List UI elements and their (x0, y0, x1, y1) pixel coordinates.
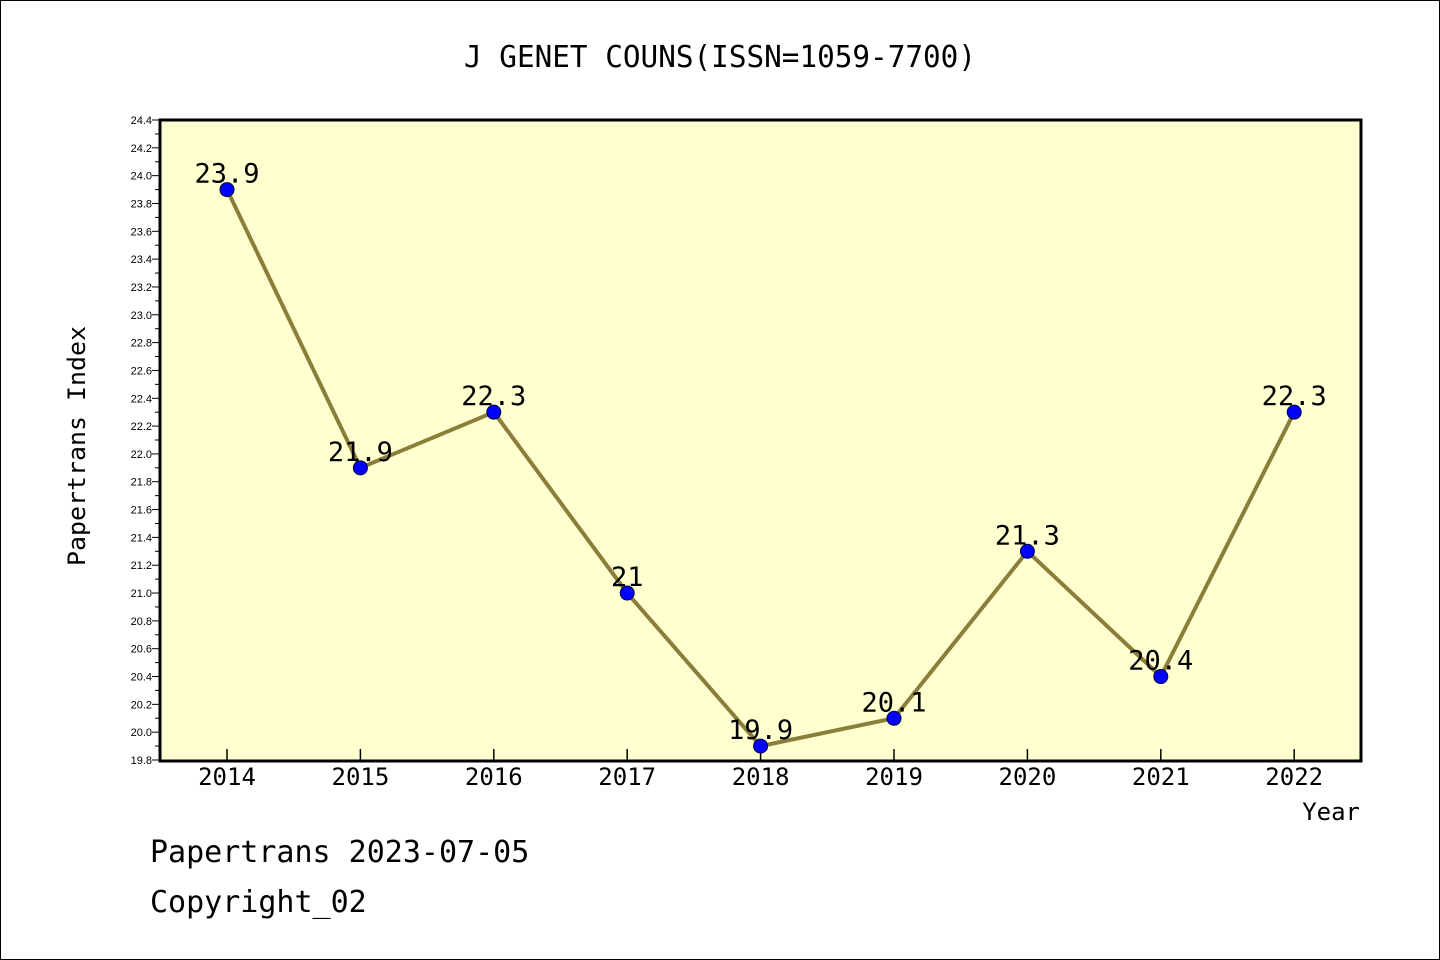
y-axis-label: Papertrans Index (63, 326, 91, 566)
y-tick-label: 23.4 (131, 254, 152, 266)
data-label: 21.3 (995, 520, 1060, 551)
data-label: 19.9 (728, 715, 793, 746)
data-label: 20.4 (1128, 646, 1193, 677)
y-tick-label: 23.0 (131, 310, 152, 322)
data-label: 21.9 (328, 437, 393, 468)
data-point (352, 460, 368, 476)
data-point (486, 404, 502, 420)
x-tick-label: 2014 (198, 763, 256, 791)
data-label: 22.3 (461, 381, 526, 412)
y-tick-label: 22.8 (131, 338, 152, 350)
data-label: 20.1 (861, 687, 926, 718)
data-point (1019, 543, 1035, 559)
x-tick-label: 2018 (732, 763, 790, 791)
y-tick-label: 20.6 (131, 644, 152, 656)
y-tick-label: 21.0 (131, 588, 152, 600)
x-axis: 2014 2015 2016 2017 2018 2019 2020 2021 2022 (198, 749, 1323, 791)
y-tick-label: 24.0 (131, 171, 152, 183)
y-tick-label: 24.2 (131, 143, 152, 155)
y-tick-label: 23.6 (131, 226, 152, 238)
footer-copyright: Copyright_02 (150, 885, 367, 920)
x-tick-label: 2019 (865, 763, 923, 791)
data-series: 23.9 21.9 22.3 21 19.9 20.1 21.3 20.4 22.3 (194, 159, 1327, 754)
y-axis: 19.8 20.0 20.2 20.4 20.6 20.8 21.0 21.2 21.4 21.6… (131, 115, 160, 767)
y-tick-label: 20.8 (131, 616, 152, 628)
y-tick-label: 22.4 (131, 393, 152, 405)
y-tick-label: 20.4 (131, 672, 152, 684)
footer-date: Papertrans 2023-07-05 (150, 835, 530, 870)
x-tick-label: 2020 (999, 763, 1057, 791)
y-tick-label: 20.2 (131, 699, 152, 711)
data-point (886, 710, 902, 726)
y-tick-label: 23.2 (131, 282, 152, 294)
data-point (1153, 669, 1169, 685)
x-tick-label: 2017 (598, 763, 656, 791)
y-tick-label: 24.4 (131, 115, 152, 127)
data-point (219, 182, 235, 198)
y-tick-label: 21.4 (131, 532, 152, 544)
data-point (619, 585, 635, 601)
y-tick-label: 20.0 (131, 727, 152, 739)
chart-title: J GENET COUNS(ISSN=1059-7700) (464, 40, 976, 75)
data-label: 22.3 (1262, 381, 1327, 412)
data-label: 21 (611, 562, 644, 593)
y-tick-label: 22.0 (131, 449, 152, 461)
data-point (1286, 404, 1302, 420)
y-tick-label: 21.8 (131, 477, 152, 489)
data-point (753, 738, 769, 754)
y-tick-label: 22.6 (131, 365, 152, 377)
x-tick-label: 2022 (1265, 763, 1323, 791)
x-tick-label: 2015 (332, 763, 390, 791)
y-tick-label: 23.8 (131, 198, 152, 210)
y-tick-label: 21.6 (131, 505, 152, 517)
y-tick-label: 19.8 (131, 755, 152, 767)
data-label: 23.9 (194, 159, 259, 190)
plot-area (158, 118, 1363, 763)
y-tick-label: 21.2 (131, 560, 152, 572)
x-axis-label: Year (1302, 798, 1360, 826)
x-tick-label: 2021 (1132, 763, 1190, 791)
x-tick-label: 2016 (465, 763, 523, 791)
y-tick-label: 22.2 (131, 421, 152, 433)
